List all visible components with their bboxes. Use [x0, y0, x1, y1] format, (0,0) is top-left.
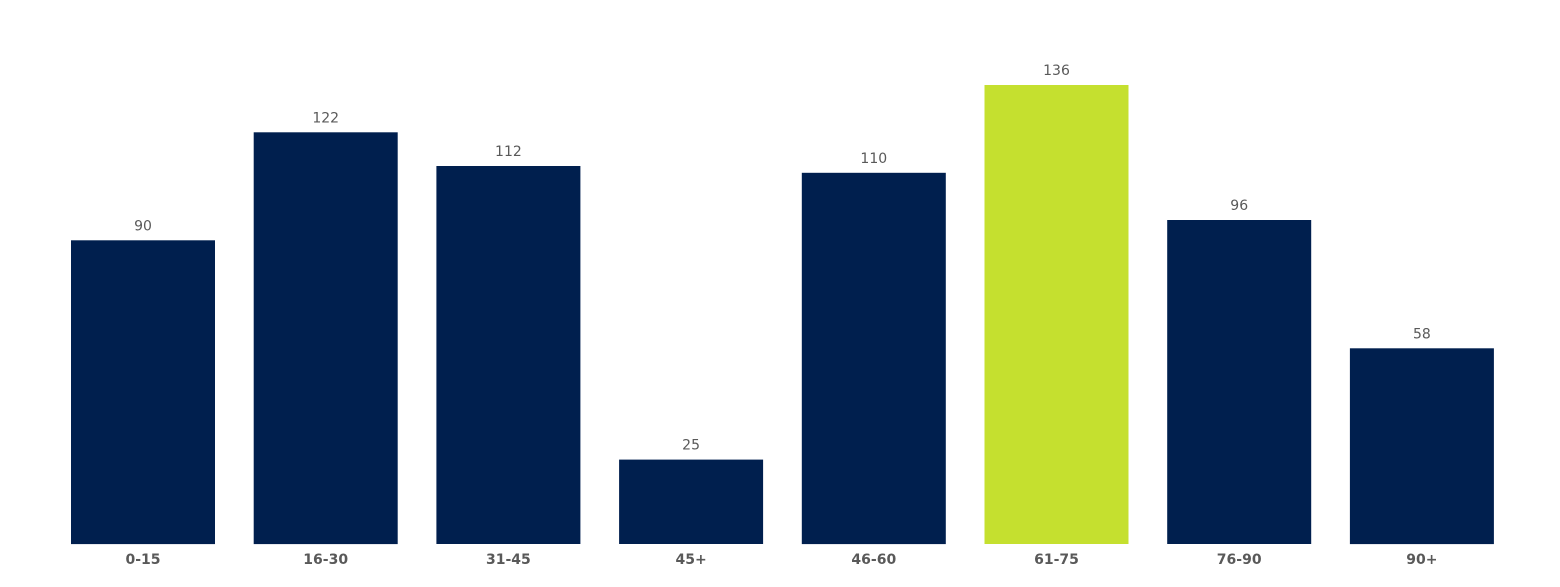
value-label-90+: 58	[1413, 326, 1431, 342]
category-label-46-60: 46-60	[851, 552, 896, 568]
bars-layer	[71, 85, 1494, 545]
value-labels-layer: 90 122 112 25 110 136 96 58	[134, 63, 1431, 454]
bar-0-15	[71, 240, 215, 545]
category-label-16-30: 16-30	[303, 552, 348, 568]
category-label-76-90: 76-90	[1217, 552, 1262, 568]
bar-90+	[1349, 348, 1494, 545]
category-label-90+: 90+	[1406, 552, 1437, 568]
category-labels-layer: 0-15 16-30 31-45 45+ 46-60 61-75 76-90 90+	[125, 552, 1437, 568]
value-label-61-75: 136	[1043, 63, 1070, 79]
category-label-0-15: 0-15	[125, 552, 160, 568]
value-label-31-45: 112	[495, 144, 522, 160]
value-label-16-30: 122	[312, 110, 339, 126]
value-label-46-60: 110	[860, 151, 887, 167]
bar-46-60	[801, 172, 946, 545]
bar-31-45	[436, 166, 581, 544]
bar-45+	[619, 459, 764, 544]
category-label-31-45: 31-45	[486, 552, 531, 568]
category-label-45+: 45+	[675, 552, 706, 568]
bar-61-75	[984, 85, 1129, 544]
value-label-45+: 25	[682, 438, 700, 454]
category-label-61-75: 61-75	[1034, 552, 1079, 568]
value-label-76-90: 96	[1230, 198, 1248, 214]
bar-16-30	[253, 132, 398, 545]
bar-76-90	[1167, 220, 1312, 544]
value-label-0-15: 90	[134, 218, 152, 234]
